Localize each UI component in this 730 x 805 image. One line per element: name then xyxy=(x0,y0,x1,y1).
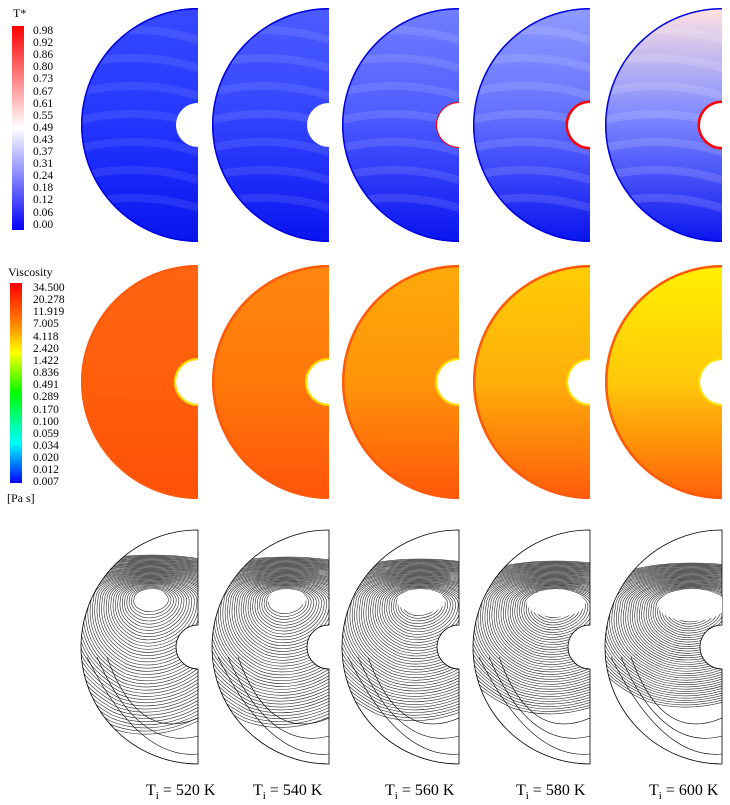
viscosity-tick: 7.005 xyxy=(33,318,59,331)
temperature-contour-bands xyxy=(342,8,459,242)
viscosity-contour-panel xyxy=(212,265,329,499)
viscosity-tick: 0.059 xyxy=(33,427,59,440)
viscosity-contour-panel xyxy=(81,265,198,499)
viscosity-legend-unit: [Pa s] xyxy=(7,491,35,505)
viscosity-tick: 0.289 xyxy=(33,391,59,404)
viscosity-tick: 4.118 xyxy=(33,330,59,343)
temperature-tick: 0.31 xyxy=(33,158,54,171)
temperature-contour-panel xyxy=(342,8,459,242)
caption-value: = 520 K xyxy=(158,782,216,799)
case-caption: Ti = 560 K xyxy=(385,782,454,802)
viscosity-tick: 34.500 xyxy=(33,282,65,294)
temperature-tick: 0.37 xyxy=(33,146,54,158)
viscosity-tick: 2.420 xyxy=(33,342,59,355)
case-caption: Ti = 600 K xyxy=(649,782,718,802)
temperature-tick: 0.00 xyxy=(33,218,54,231)
streamlines xyxy=(605,562,722,755)
viscosity-tick: 0.034 xyxy=(33,439,59,452)
caption-subscript: i xyxy=(525,790,529,803)
caption-subscript: i xyxy=(262,790,266,803)
temperature-tick: 0.18 xyxy=(33,182,54,195)
temperature-tick: 0.24 xyxy=(33,170,54,183)
viscosity-tick: 0.012 xyxy=(33,464,59,477)
caption-value: = 540 K xyxy=(265,782,323,799)
temperature-tick: 0.67 xyxy=(33,85,54,98)
case-caption: Ti = 520 K xyxy=(146,782,215,802)
temperature-contour-panel xyxy=(473,8,590,242)
temperature-tick: 0.61 xyxy=(33,97,54,110)
streamlines xyxy=(473,560,590,755)
caption-subscript: i xyxy=(155,790,159,803)
caption-symbol: T xyxy=(253,782,263,799)
case-caption: Ti = 580 K xyxy=(516,782,585,802)
caption-symbol: T xyxy=(146,782,156,799)
streamline-panel xyxy=(341,529,460,765)
viscosity-contour-panel xyxy=(342,265,459,499)
temperature-tick: 0.80 xyxy=(33,61,54,74)
temperature-colorbar xyxy=(12,26,24,230)
caption-value: = 560 K xyxy=(397,782,455,799)
temperature-contour-panel xyxy=(81,8,198,242)
streamline-panel xyxy=(472,529,591,765)
temperature-legend-title: T* xyxy=(13,6,27,20)
caption-subscript: i xyxy=(394,790,398,803)
streamlines xyxy=(342,558,459,755)
viscosity-tick: 11.919 xyxy=(33,306,65,319)
viscosity-colorbar xyxy=(10,283,22,483)
caption-subscript: i xyxy=(658,790,662,803)
caption-value: = 580 K xyxy=(528,782,586,799)
temperature-contour-panel xyxy=(212,8,329,242)
viscosity-tick: 0.020 xyxy=(33,452,59,465)
temperature-tick: 0.92 xyxy=(33,37,54,50)
viscosity-tick: 0.100 xyxy=(33,415,59,428)
temperature-tick: 0.06 xyxy=(33,206,54,219)
viscosity-tick: 0.170 xyxy=(33,403,59,416)
temperature-tick: 0.43 xyxy=(33,133,54,146)
caption-symbol: T xyxy=(516,782,526,799)
temperature-tick: 0.86 xyxy=(33,49,54,62)
caption-value: = 600 K xyxy=(661,782,719,799)
streamline-panel xyxy=(604,529,723,765)
viscosity-tick: 0.836 xyxy=(33,367,59,380)
streamline-panel xyxy=(80,529,199,765)
viscosity-contour-panel xyxy=(605,265,722,499)
viscosity-tick: 0.491 xyxy=(33,379,59,392)
temperature-tick: 0.12 xyxy=(33,194,54,207)
viscosity-tick: 20.278 xyxy=(33,294,65,307)
case-caption: Ti = 540 K xyxy=(253,782,322,802)
viscosity-legend-title: Viscosity xyxy=(8,265,53,279)
caption-symbol: T xyxy=(385,782,395,799)
temperature-tick: 0.49 xyxy=(33,121,54,134)
viscosity-tick: 1.422 xyxy=(33,354,59,367)
temperature-contour-panel xyxy=(605,8,722,242)
viscosity-contour-panel xyxy=(473,265,590,499)
temperature-tick: 0.55 xyxy=(33,109,54,122)
viscosity-tick: 0.007 xyxy=(33,476,59,489)
temperature-tick: 0.98 xyxy=(33,25,54,37)
caption-symbol: T xyxy=(649,782,659,799)
temperature-tick: 0.73 xyxy=(33,73,54,86)
